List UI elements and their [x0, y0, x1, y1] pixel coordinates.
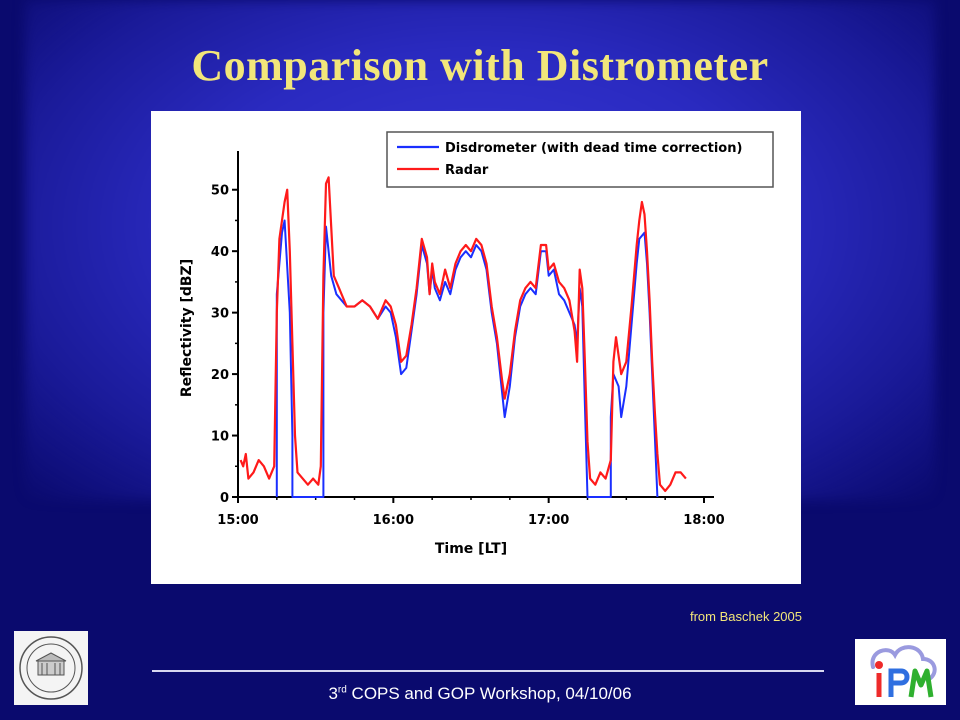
ipm-logo	[855, 639, 946, 705]
x-tick-label: 16:00	[373, 513, 414, 528]
y-axis-label: Reflectivity [dBZ]	[179, 259, 195, 397]
chart-panel: 0 10 20 30 40 50 15:00 16:00 17:00 18:00 Time [LT]…	[151, 111, 801, 584]
y-tick-label: 40	[211, 245, 229, 260]
university-seal-logo	[14, 631, 88, 705]
y-tick-label: 0	[220, 491, 229, 506]
footer-text: 3rd COPS and GOP Workshop, 04/10/06	[0, 684, 960, 704]
y-tick-label: 20	[211, 368, 229, 383]
x-axis-label: Time [LT]	[435, 541, 507, 557]
x-tick-label: 15:00	[217, 513, 258, 528]
legend-label: Radar	[445, 163, 489, 178]
footer-divider	[152, 670, 824, 672]
y-tick-label: 30	[211, 307, 229, 322]
footer-ordinal-suffix: rd	[337, 684, 347, 696]
y-tick-label: 50	[211, 184, 229, 199]
series-line-radar	[239, 176, 687, 492]
x-tick-label: 18:00	[683, 513, 724, 528]
footer-event: COPS and GOP Workshop, 04/10/06	[346, 684, 632, 703]
slide-title: Comparison with Distrometer	[191, 41, 769, 90]
source-caption: from Baschek 2005	[689, 609, 802, 624]
legend-box	[386, 131, 774, 188]
legend-label: Disdrometer (with dead time correction)	[445, 141, 742, 156]
x-tick-label: 17:00	[528, 513, 569, 528]
footer-ordinal: 3	[328, 684, 338, 703]
reflectivity-chart: 0 10 20 30 40 50 15:00 16:00 17:00 18:00 Time [LT]…	[179, 131, 774, 557]
y-tick-label: 10	[211, 430, 229, 445]
